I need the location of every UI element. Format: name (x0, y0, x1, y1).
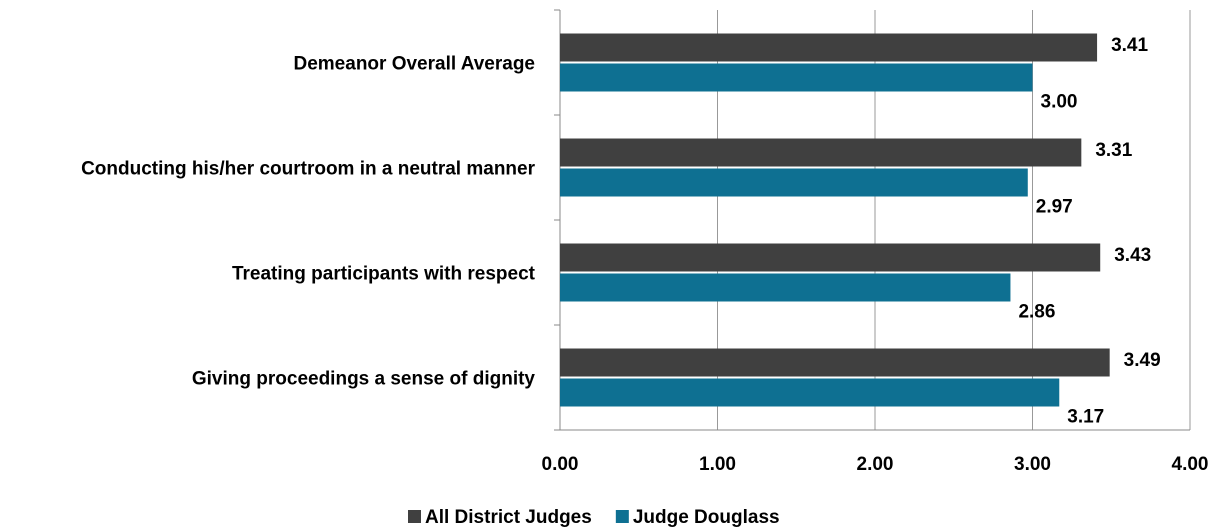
x-tick-label: 0.00 (542, 454, 579, 475)
data-label: 3.41 (1111, 35, 1148, 56)
data-label: 2.86 (1018, 302, 1055, 323)
x-tick-label: 1.00 (699, 454, 736, 475)
data-label: 3.31 (1095, 140, 1132, 161)
x-tick-label: 3.00 (1014, 454, 1051, 475)
bar (560, 63, 1033, 92)
data-label: 3.49 (1124, 350, 1161, 371)
legend-label: Judge Douglass (633, 507, 780, 528)
bar (560, 138, 1082, 167)
bar (560, 378, 1060, 407)
bar (560, 348, 1110, 377)
y-tick-label: Treating participants with respect (232, 264, 536, 285)
bar (560, 33, 1098, 62)
y-tick-label: Conducting his/her courtroom in a neutra… (81, 159, 536, 180)
bar (560, 273, 1011, 302)
x-tick-label: 2.00 (857, 454, 894, 475)
data-label: 3.17 (1067, 407, 1104, 428)
y-tick-label: Giving proceedings a sense of dignity (192, 369, 536, 390)
bar (560, 243, 1101, 272)
y-tick-label: Demeanor Overall Average (294, 54, 536, 75)
legend-swatch (615, 510, 629, 523)
legend-label: All District Judges (425, 507, 592, 528)
data-label: 2.97 (1036, 197, 1073, 218)
data-label: 3.00 (1041, 92, 1078, 113)
legend-swatch (408, 510, 421, 523)
bar (560, 168, 1028, 197)
x-tick-label: 4.00 (1172, 454, 1209, 475)
data-label: 3.43 (1114, 245, 1151, 266)
